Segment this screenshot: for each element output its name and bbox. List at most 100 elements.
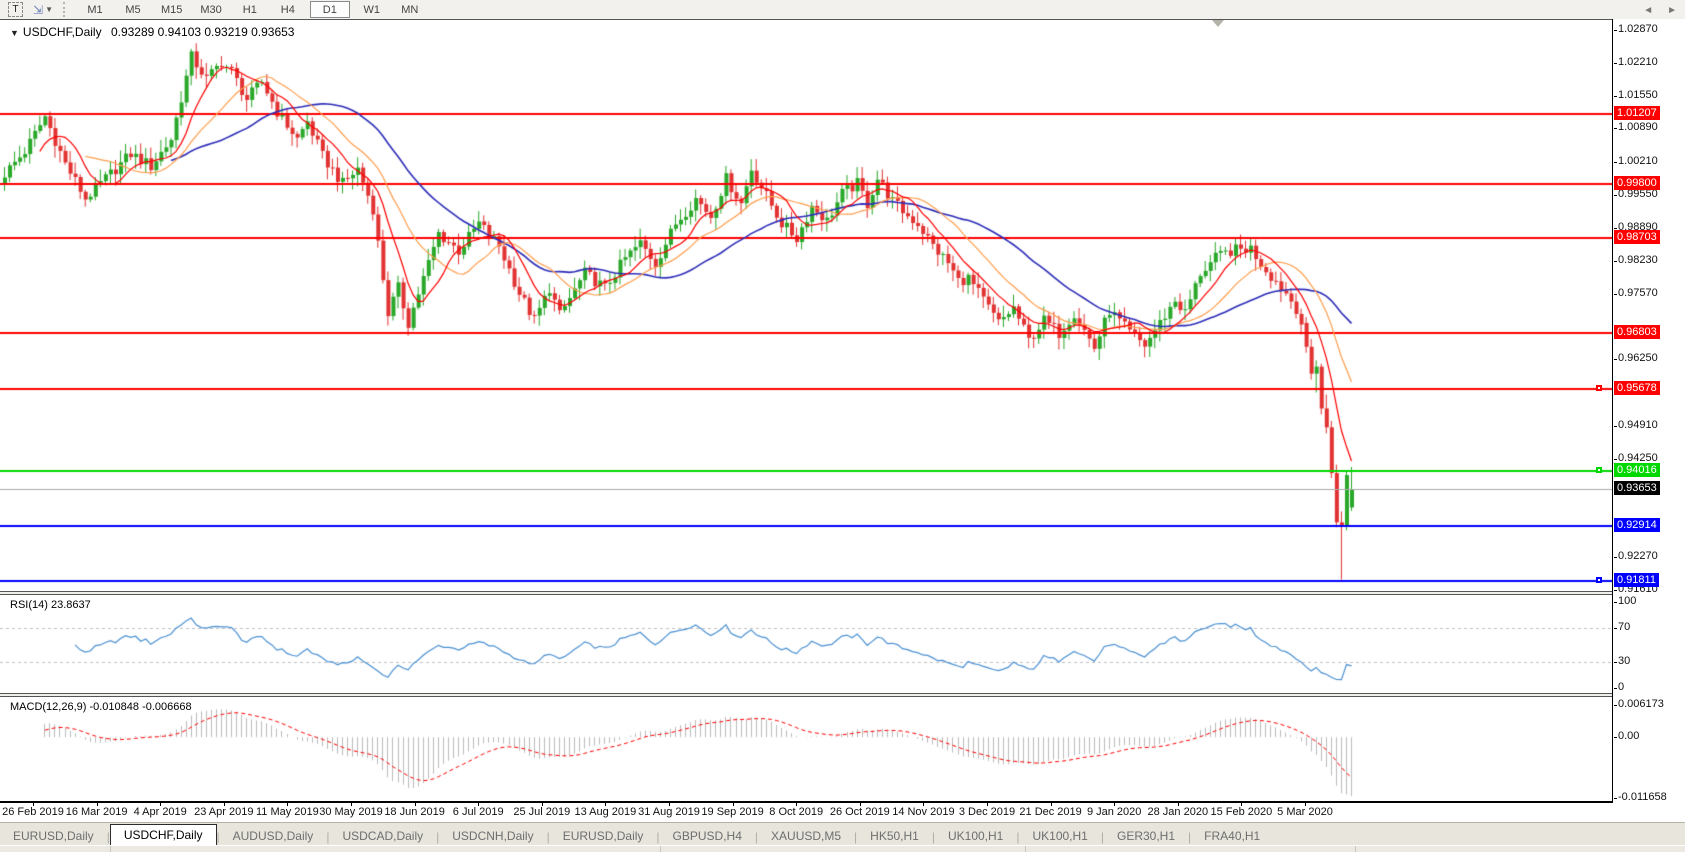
arrange-arrows-icon[interactable]: ⇲	[33, 2, 44, 17]
date-axis-label: 16 Mar 2019	[65, 806, 128, 818]
trendline-handle[interactable]	[1596, 384, 1602, 391]
timeframe-button-d1[interactable]: D1	[309, 1, 350, 18]
chart-tab[interactable]: HK50,H1	[870, 829, 919, 843]
chart-tab[interactable]: USDCAD,Daily	[342, 829, 424, 843]
timeframe-button-w1[interactable]: W1	[363, 3, 381, 16]
value-axis: 1.02870 1.02210 1.01550 1.00890 1.00210 0.995…	[1612, 19, 1685, 803]
timeframe-button-m5[interactable]: M5	[125, 3, 141, 16]
date-axis-tick	[796, 803, 798, 806]
tab-separator: |	[106, 830, 110, 844]
chart-tab[interactable]: UK100,H1	[947, 829, 1004, 843]
price-axis-tick: 0.96250	[1614, 352, 1658, 365]
price-axis-tick: 0.98890	[1614, 220, 1658, 233]
date-axis-tick	[478, 803, 480, 806]
timeframe-button-h4[interactable]: H4	[280, 3, 295, 16]
tab-separator: |	[754, 830, 759, 844]
date-axis-tick	[1177, 803, 1179, 806]
timeframe-button-h1[interactable]: H1	[242, 3, 257, 16]
rsi-axis-tick: 30	[1613, 655, 1631, 668]
tab-separator: |	[1016, 830, 1020, 844]
chart-tab[interactable]: USDCHF,Daily	[109, 824, 217, 846]
date-axis-tick	[96, 803, 98, 806]
date-axis-tick	[669, 803, 670, 806]
date-axis-tick	[223, 803, 225, 806]
chart-tab[interactable]: GBPUSD,H4	[672, 829, 742, 843]
chart-tab[interactable]: AUDUSD,Daily	[232, 829, 314, 843]
chart-tab[interactable]: EURUSD,Daily	[562, 829, 644, 843]
date-axis-tick	[541, 803, 543, 806]
date-axis-label: 28 Jan 2020	[1147, 806, 1209, 818]
timeframe-button-mn[interactable]: MN	[401, 3, 419, 16]
rsi-panel-canvas[interactable]	[0, 595, 1612, 693]
chart-symbol-label: USDCHF,Daily	[22, 25, 102, 39]
panel-divider[interactable]	[0, 591, 1612, 595]
date-axis-label: 11 May 2019	[255, 806, 319, 818]
date-axis-label: 13 Aug 2019	[574, 806, 637, 818]
date-axis-tick	[1241, 803, 1243, 806]
price-chart-canvas[interactable]	[0, 19, 1612, 592]
status-separator	[110, 846, 111, 852]
price-axis-tick: 1.01550	[1614, 88, 1658, 101]
tab-separator: |	[326, 830, 330, 844]
date-axis-tick	[287, 803, 289, 806]
date-axis-label: 14 Nov 2019	[892, 806, 955, 818]
chart-title: ▼ USDCHF,Daily 0.93289 0.94103 0.93219 0.…	[10, 25, 294, 39]
date-axis-label: 23 Apr 2019	[194, 806, 254, 818]
tab-scroll-right-icon[interactable]: ►	[1667, 5, 1677, 16]
date-axis-tick	[605, 803, 607, 806]
chart-tab[interactable]: XAUUSD,M5	[771, 829, 842, 843]
text-label-tool-button[interactable]: T	[8, 2, 23, 17]
chart-bottom-border	[0, 801, 1612, 803]
chart-tab[interactable]: GER30,H1	[1116, 829, 1176, 843]
tab-separator: |	[1100, 830, 1104, 844]
trendline-handle[interactable]	[1596, 576, 1602, 583]
price-axis-tick: 1.02870	[1614, 23, 1658, 35]
date-axis-tick	[33, 803, 34, 806]
timeframe-button-m1[interactable]: M1	[87, 3, 103, 16]
tab-scroll-buttons: ◄ ►	[1643, 5, 1677, 16]
price-axis-tick: 1.00210	[1614, 155, 1658, 168]
date-axis-label: 26 Feb 2019	[2, 806, 64, 818]
price-level-tag: 0.99800	[1614, 175, 1660, 190]
tab-separator: |	[931, 830, 935, 844]
price-axis-tick: 0.98230	[1614, 253, 1658, 266]
chart-tab[interactable]: UK100,H1	[1032, 829, 1088, 843]
price-axis-tick: 0.92270	[1614, 550, 1658, 563]
date-axis-tick	[351, 803, 352, 806]
panel-divider[interactable]	[0, 693, 1612, 697]
timeframe-button-m30[interactable]: M30	[200, 3, 222, 16]
date-axis-label: 6 Jul 2019	[452, 806, 504, 818]
date-axis-label: 30 May 2019	[319, 806, 383, 818]
symbol-dropdown-icon[interactable]: ▼	[10, 28, 19, 38]
status-bar	[0, 845, 1685, 852]
price-axis-tick: 0.99550	[1614, 188, 1658, 201]
status-separator	[660, 846, 661, 852]
chart-tab[interactable]: EURUSD,Daily	[13, 829, 94, 843]
chart-tab[interactable]: USDCNH,Daily	[452, 829, 534, 843]
macd-panel-canvas[interactable]	[0, 697, 1612, 801]
macd-axis-tick: -0.011658	[1614, 791, 1667, 803]
rsi-axis-tick: 100	[1613, 595, 1637, 607]
price-axis-tick: 1.00890	[1614, 121, 1658, 134]
timeframe-button-m15[interactable]: M15	[160, 3, 183, 16]
date-axis-tick	[987, 803, 988, 806]
tab-scroll-left-icon[interactable]: ◄	[1643, 5, 1654, 16]
date-axis-label: 9 Jan 2020	[1086, 806, 1142, 818]
chart-shift-marker[interactable]	[1212, 20, 1224, 27]
macd-axis-tick: 0.00	[1613, 730, 1640, 743]
toolbar-grip	[62, 2, 70, 17]
rsi-axis-tick: 70	[1613, 620, 1631, 633]
chevron-down-icon[interactable]: ▼	[45, 5, 53, 14]
date-axis-label: 15 Feb 2020	[1210, 806, 1273, 818]
date-axis-tick	[414, 803, 416, 806]
chart-tab[interactable]: FRA40,H1	[1204, 829, 1261, 843]
date-axis-tick	[732, 803, 734, 806]
date-axis-label: 26 Oct 2019	[829, 806, 890, 818]
tab-separator: |	[656, 830, 660, 844]
trendline-handle[interactable]	[1596, 467, 1602, 474]
date-axis-tick	[1050, 803, 1052, 806]
price-axis-tick: 1.02210	[1614, 55, 1658, 68]
date-axis-tick	[1114, 803, 1116, 806]
date-axis-label: 8 Oct 2019	[769, 806, 824, 818]
